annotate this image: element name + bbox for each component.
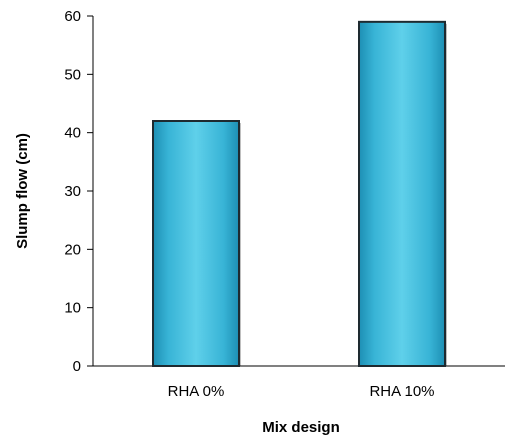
y-tick-label: 40 bbox=[64, 125, 81, 142]
x-axis: RHA 0% RHA 10% bbox=[93, 365, 505, 400]
x-ticks: RHA 0% RHA 10% bbox=[168, 383, 435, 400]
y-ticks: 0 10 20 30 40 50 60 bbox=[64, 8, 93, 375]
y-tick-label: 50 bbox=[64, 66, 81, 83]
bar-1 bbox=[358, 20, 446, 367]
y-axis: 0 10 20 30 40 50 60 bbox=[64, 8, 94, 375]
y-tick-label: 0 bbox=[73, 358, 81, 375]
x-tick-label: RHA 0% bbox=[168, 383, 225, 400]
bars bbox=[152, 20, 447, 367]
y-tick-label: 30 bbox=[64, 183, 81, 200]
y-axis-title: Slump flow (cm) bbox=[14, 133, 31, 249]
x-tick-label: RHA 10% bbox=[369, 383, 434, 400]
bar-0 bbox=[152, 120, 240, 367]
y-tick-label: 20 bbox=[64, 241, 81, 258]
y-tick-label: 60 bbox=[64, 8, 81, 25]
x-axis-title: Mix design bbox=[262, 419, 340, 436]
y-tick-label: 10 bbox=[64, 300, 81, 317]
